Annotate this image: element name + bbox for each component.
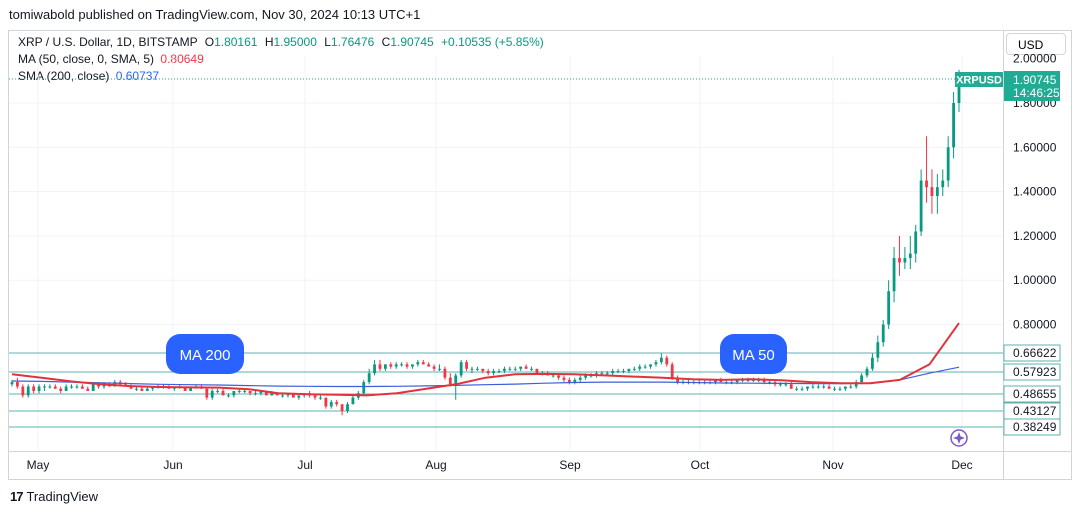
- legend-sma200-line[interactable]: SMA (200, close) 0.60737: [18, 69, 159, 83]
- legend-high: 1.95000: [273, 35, 317, 49]
- legend-close: 1.90745: [390, 35, 434, 49]
- currency-button[interactable]: USD: [1006, 33, 1066, 55]
- legend-ma50-label: MA (50, close, 0, SMA, 5): [18, 52, 155, 66]
- legend-low-label: L: [324, 35, 331, 49]
- legend-ma50-value: 0.80649: [160, 52, 204, 66]
- legend-open: 1.80161: [214, 35, 258, 49]
- legend-symbol-line: XRP / U.S. Dollar, 1D, BITSTAMP O1.80161…: [18, 35, 544, 49]
- legend-sma200-label: SMA (200, close): [18, 69, 110, 83]
- legend-sma200-value: 0.60737: [115, 69, 160, 83]
- publisher-line: tomiwabold published on TradingView.com,…: [9, 7, 421, 22]
- chart-frame: [8, 30, 1072, 480]
- footer-brand[interactable]: TradingView: [26, 489, 99, 504]
- legend-open-label: O: [204, 35, 215, 49]
- legend-close-label: C: [381, 35, 391, 49]
- legend-change: +0.10535 (+5.85%): [441, 35, 544, 49]
- legend-high-label: H: [264, 35, 274, 49]
- tradingview-logo-icon: 17: [10, 489, 24, 504]
- legend-ma50-line[interactable]: MA (50, close, 0, SMA, 5) 0.80649: [18, 52, 204, 66]
- legend-symbol[interactable]: XRP / U.S. Dollar, 1D, BITSTAMP: [18, 35, 198, 49]
- legend-low: 1.76476: [330, 35, 375, 49]
- footer-branding: 17 TradingView: [10, 489, 98, 504]
